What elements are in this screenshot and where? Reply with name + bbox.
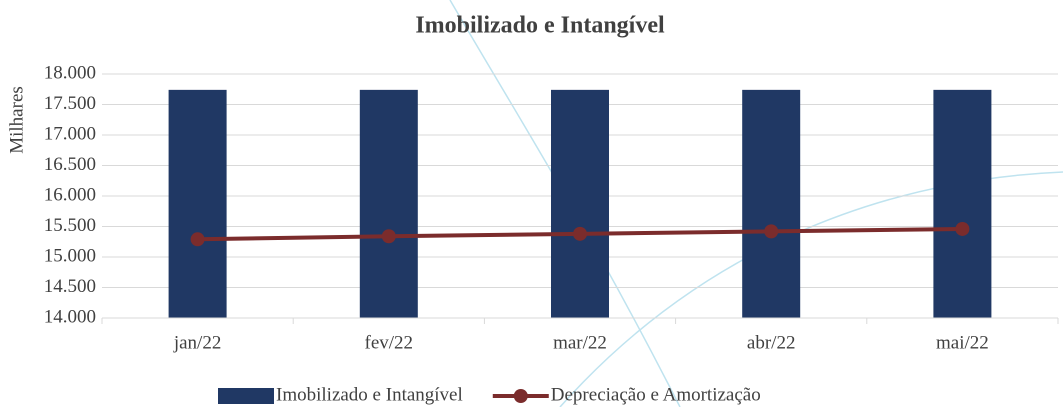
line-marker: [190, 232, 205, 247]
legend-label: Depreciação e Amortização: [551, 384, 761, 405]
legend-label: Imobilizado e Intangível: [276, 384, 463, 405]
bar: [551, 89, 609, 318]
y-axis-label: Milhares: [6, 86, 27, 154]
y-tick-label: 15.500: [44, 215, 96, 236]
x-tick-label: fev/22: [365, 332, 414, 353]
chart-title: Imobilizado e Intangível: [415, 13, 665, 39]
bar: [359, 89, 418, 318]
x-tick-label: jan/22: [173, 332, 222, 353]
x-tick-label: mai/22: [936, 332, 989, 353]
y-tick-label: 17.000: [44, 123, 96, 144]
y-tick-label: 15.000: [44, 245, 96, 266]
y-tick-label: 18.000: [44, 62, 96, 83]
x-tick-label: abr/22: [747, 332, 796, 353]
legend-swatch: [218, 388, 274, 404]
line-marker: [764, 224, 779, 239]
y-tick-label: 14.500: [44, 276, 96, 297]
y-tick-label: 16.500: [44, 154, 96, 175]
line-marker: [381, 229, 396, 244]
bar: [742, 89, 801, 318]
y-tick-label: 14.000: [44, 306, 96, 327]
y-tick-label: 16.000: [44, 184, 96, 205]
y-tick-label: 17.500: [44, 93, 96, 114]
bar: [168, 89, 227, 318]
bar: [933, 89, 992, 318]
legend-marker: [513, 389, 528, 403]
line-marker: [573, 226, 587, 241]
x-tick-label: mar/22: [553, 332, 607, 353]
line-marker: [955, 221, 970, 236]
